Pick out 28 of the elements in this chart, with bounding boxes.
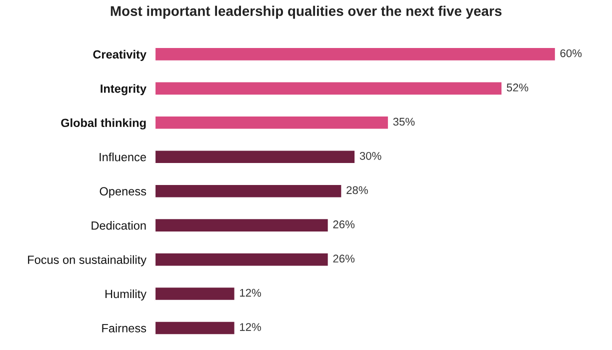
bar [154,149,356,164]
data-label: 12% [240,288,261,297]
bar [154,184,343,199]
bar [154,286,236,302]
y-tick-label: Integrity [100,84,146,96]
data-label: 52% [506,84,528,92]
data-label: 35% [393,118,415,126]
bar [154,252,330,268]
bar [154,218,330,233]
bar [154,320,236,336]
data-label: 26% [333,220,355,228]
bar [154,115,390,130]
y-tick-label: Global thinking [61,118,146,130]
y-tick-label: Dedication [92,221,146,230]
data-label: 26% [333,254,355,263]
y-tick-label: Humility [105,289,146,300]
data-label: 28% [346,186,368,194]
y-tick-label: Openess [100,187,146,198]
bar [154,46,556,62]
y-tick-label: Influence [100,152,146,162]
bar [154,80,503,96]
data-label: 12% [240,323,261,331]
y-tick-label: Fairness [102,324,146,332]
data-label: 30% [360,152,382,160]
data-label: 60% [560,49,582,58]
y-tick-label: Focus on sustainability [28,255,146,266]
chart-title: Most important leadership qualities over the next five years [110,6,502,19]
y-tick-label: Creativity [93,50,146,61]
